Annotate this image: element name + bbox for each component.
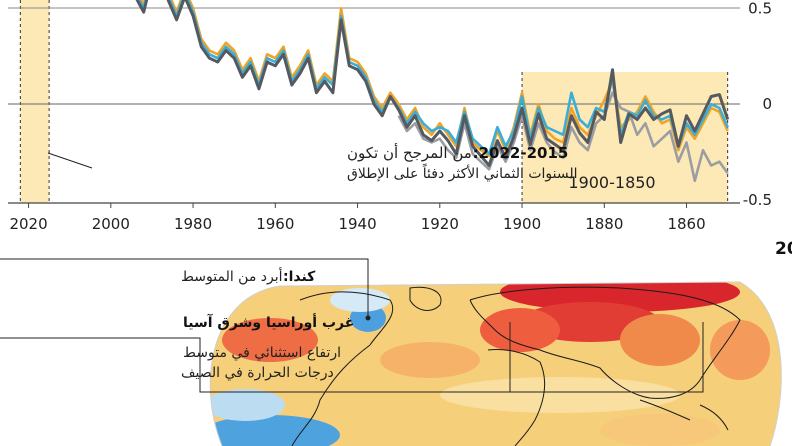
coastline-eurasia: [469, 286, 741, 399]
map-region-atlantic-mid: [380, 342, 480, 378]
callout-eurasia-title: غرب أوراسيا وشرق آسيا: [183, 313, 354, 331]
callout-eurasia: غرب أوراسيا وشرق آسيا ارتفاع استثنائي في…: [0, 313, 704, 393]
y-axis-ticks: 0.5 0 -0.5: [743, 0, 772, 209]
y-tick-label-1: 0: [762, 95, 772, 113]
highlight-band-1: [20, 0, 50, 203]
callout-canada-bold: كندا:: [283, 269, 316, 285]
map-region-pacific-north: [710, 320, 770, 380]
x-tick-label-1920: 1920: [421, 215, 459, 233]
map-region-indian: [600, 414, 720, 446]
coastline-africa: [487, 349, 546, 446]
annotation-text: من المرجح أن تكون: [347, 143, 472, 162]
callout-eurasia-leader: [0, 322, 704, 393]
band-label-1900-1850: 1900-1850: [568, 173, 655, 192]
coastline-southeast-asia: [639, 399, 729, 431]
map-region-china: [620, 314, 700, 366]
annotation-line1: 2022-2015: من المرجح أن تكون: [347, 143, 568, 162]
map-title: الشذوذ في درجات الحرارة السنوية 2022: [775, 239, 792, 259]
x-tick-label-1960: 1960: [256, 215, 294, 233]
x-tick-label-1940: 1940: [338, 215, 376, 233]
x-tick-label-1900: 1900: [503, 215, 541, 233]
y-tick-label-0: 0.5: [748, 0, 772, 17]
callout-eurasia-line2: درجات الحرارة في الصيف: [181, 365, 334, 381]
series-line-1: [135, 0, 730, 167]
callout-canada-leader: [0, 258, 369, 316]
map-region-north-atlantic: [222, 318, 318, 362]
annotation-2015-2022: 2022-2015: من المرجح أن تكون السنوات الث…: [47, 143, 578, 182]
world-map: [209, 281, 782, 446]
callout-canada: كندا: أبرد من المتوسط: [0, 258, 371, 321]
series-line-4: [397, 91, 729, 183]
map-region-pacific-cool: [210, 389, 285, 421]
map-region-europe: [480, 308, 560, 352]
x-axis-ticks: 2020 2000 1980 1960 1940 1920 1900 1880 1860: [9, 203, 706, 233]
callout-canada-desc: أبرد من المتوسط: [181, 267, 283, 285]
coastline-greenland: [409, 286, 442, 311]
series-lines: [135, 0, 730, 183]
x-tick-label-1880: 1880: [585, 215, 623, 233]
x-tick-label-2000: 2000: [92, 215, 130, 233]
x-tick-label-1980: 1980: [174, 215, 212, 233]
map-region-canada-cool: [330, 288, 390, 312]
coastline-north-america: [291, 291, 393, 446]
callout-canada-text: كندا: أبرد من المتوسط: [181, 267, 316, 285]
callout-canada-dot: [365, 315, 371, 321]
x-tick-label-2020: 2020: [9, 215, 47, 233]
annotation-bold: 2022-2015:: [473, 144, 569, 162]
map-region-arctic: [500, 282, 740, 312]
callout-eurasia-line1: ارتفاع استثنائي في متوسط: [183, 345, 341, 361]
map-outline: [209, 281, 782, 446]
annotation-leader: [47, 152, 93, 169]
map-region-tropics: [440, 377, 680, 413]
x-tick-label-1860: 1860: [667, 215, 705, 233]
annotation-line2: السنوات الثماني الأكثر دفئاً على الإطلاق: [347, 163, 578, 182]
map-region-south-pacific-cold: [210, 415, 340, 446]
y-tick-label-2: -0.5: [743, 191, 772, 209]
